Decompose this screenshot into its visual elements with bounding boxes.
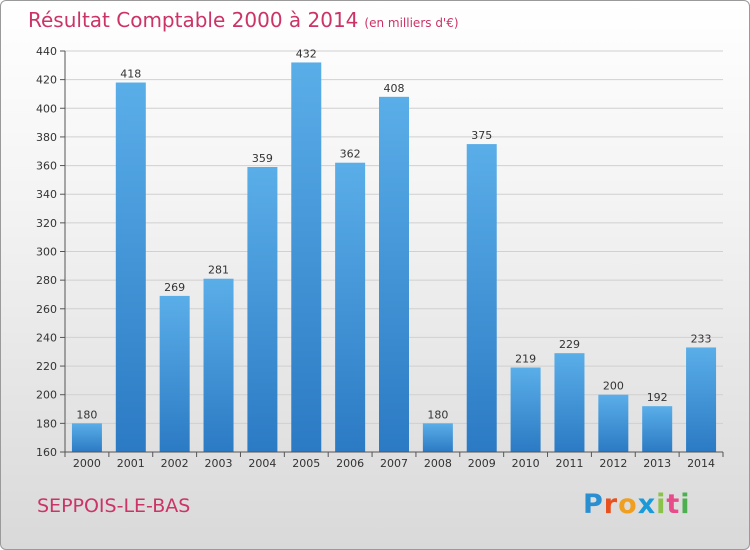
- y-tick-label: 340: [36, 188, 57, 201]
- bar-2007: [379, 96, 409, 452]
- brand-letter: i: [680, 489, 691, 520]
- y-tick-label: 160: [36, 446, 57, 459]
- y-tick-label: 360: [36, 160, 57, 173]
- bar-2008: [422, 423, 453, 452]
- data-label-2008: 180: [427, 408, 448, 421]
- data-label-2006: 362: [340, 148, 361, 161]
- x-tick-label-2010: 2010: [512, 457, 540, 470]
- x-tick-label-2006: 2006: [336, 457, 364, 470]
- x-tick-label-2003: 2003: [205, 457, 233, 470]
- data-labels: 180 418 269 281 359 432 362 408 180 375 219 229 200 1…: [76, 47, 711, 421]
- x-tick-label-2000: 2000: [73, 457, 101, 470]
- bar-2003: [203, 278, 234, 452]
- x-tick-label-2005: 2005: [292, 457, 320, 470]
- x-tick-label-2009: 2009: [468, 457, 496, 470]
- bar-2002: [159, 295, 190, 452]
- brand-letter: P: [583, 489, 604, 520]
- y-tick-label: 320: [36, 217, 57, 230]
- data-label-2009: 375: [471, 129, 492, 142]
- bar-2000: [71, 423, 102, 452]
- bar-2005: [291, 62, 322, 452]
- bar-2010: [510, 367, 541, 452]
- bar-2012: [598, 394, 629, 452]
- x-axis-ticks: 2000 2001 2002 2003 2004 2005 2006 2007 2008 2009…: [64, 452, 724, 470]
- data-label-2005: 432: [296, 47, 317, 60]
- brand-letter: t: [666, 489, 681, 520]
- x-tick-label-2001: 2001: [117, 457, 145, 470]
- y-axis-ticks: 160 180 200 220 240 260 280 300 320 340 360 380 400 4…: [36, 45, 65, 459]
- x-tick-label-2004: 2004: [248, 457, 276, 470]
- bar-2011: [554, 353, 585, 452]
- y-tick-label: 280: [36, 274, 57, 287]
- y-tick-label: 260: [36, 303, 57, 316]
- data-label-2014: 233: [691, 332, 712, 345]
- y-tick-label: 240: [36, 331, 57, 344]
- data-label-2013: 192: [647, 391, 668, 404]
- bar-2006: [335, 162, 366, 452]
- x-tick-label-2002: 2002: [161, 457, 189, 470]
- y-tick-label: 420: [36, 74, 57, 87]
- bar-2001: [115, 82, 146, 452]
- bar-2004: [247, 167, 278, 452]
- y-tick-label: 180: [36, 417, 57, 430]
- chart-subtitle: (en milliers d'€): [364, 16, 459, 30]
- y-tick-label: 380: [36, 131, 57, 144]
- x-tick-label-2012: 2012: [599, 457, 627, 470]
- x-tick-label-2007: 2007: [380, 457, 408, 470]
- data-label-2003: 281: [208, 264, 229, 277]
- data-label-2007: 408: [384, 82, 405, 95]
- x-tick-label-2013: 2013: [643, 457, 671, 470]
- bar-2014: [686, 347, 717, 452]
- bars: [71, 62, 717, 452]
- axes: [64, 51, 723, 453]
- y-tick-label: 200: [36, 389, 57, 402]
- bar-2013: [642, 406, 673, 452]
- y-tick-label: 400: [36, 102, 57, 115]
- data-label-2000: 180: [76, 408, 97, 421]
- y-tick-label: 220: [36, 360, 57, 373]
- data-label-2010: 219: [515, 353, 536, 366]
- data-label-2004: 359: [252, 152, 273, 165]
- data-label-2012: 200: [603, 380, 624, 393]
- bar-2009: [466, 144, 497, 452]
- commune-name: SEPPOIS-LE-BAS: [37, 495, 191, 517]
- data-label-2002: 269: [164, 281, 185, 294]
- chart-title-text: Résultat Comptable 2000 à 2014: [28, 8, 359, 32]
- brand-letter: x: [637, 489, 657, 520]
- brand-letter: i: [656, 489, 667, 520]
- brand-letter: o: [618, 489, 638, 520]
- chart-title: Résultat Comptable 2000 à 2014 (en millie…: [28, 8, 459, 32]
- y-tick-label: 300: [36, 246, 57, 259]
- x-tick-label-2014: 2014: [687, 457, 715, 470]
- proxiti-logo: Proxiti: [583, 489, 691, 520]
- data-label-2011: 229: [559, 338, 580, 351]
- brand-letter: r: [603, 489, 619, 520]
- x-tick-label-2011: 2011: [555, 457, 583, 470]
- y-tick-label: 440: [36, 45, 57, 58]
- data-label-2001: 418: [120, 68, 141, 81]
- x-tick-label-2008: 2008: [424, 457, 452, 470]
